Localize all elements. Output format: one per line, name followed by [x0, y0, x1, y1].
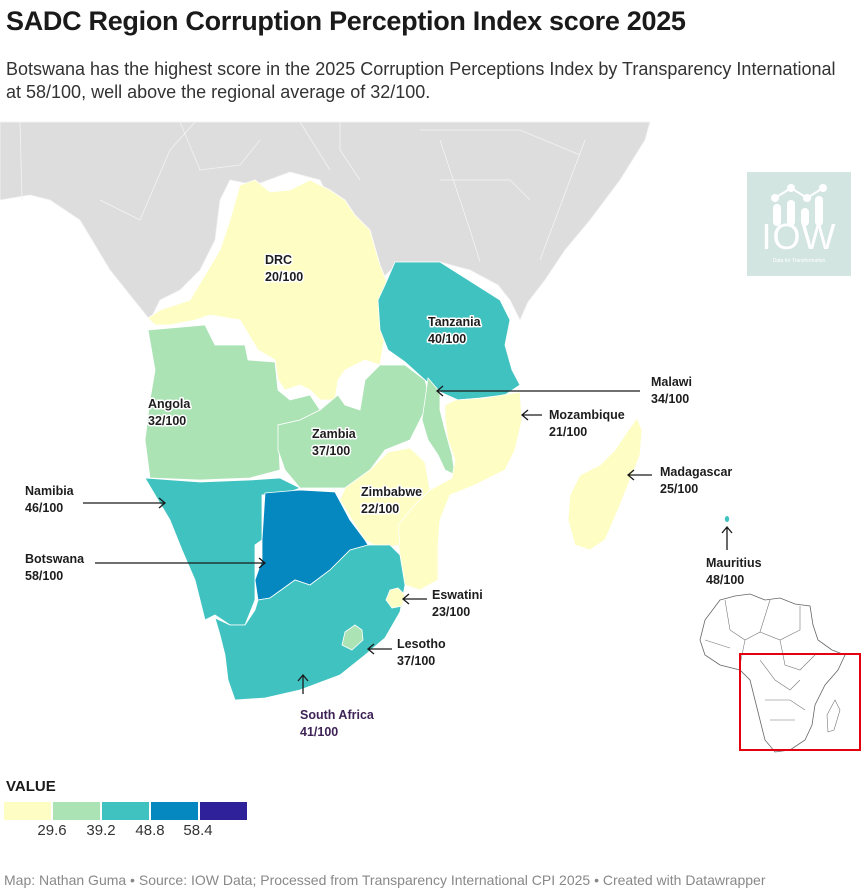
- legend-tick: 39.2: [86, 822, 116, 839]
- label-malawi-name: Malawi: [651, 375, 692, 389]
- arrow-mauritius: [721, 525, 733, 550]
- label-botswana-score: 58/100: [25, 569, 63, 583]
- label-tanzania-name: Tanzania: [428, 315, 482, 329]
- africa-outline: [699, 593, 846, 753]
- label-botswana-name: Botswana: [25, 552, 85, 566]
- label-namibia-score: 46/100: [25, 501, 63, 515]
- arrow-lesotho: [366, 643, 392, 655]
- legend-ticks: 29.6 39.2 48.8 58.4: [0, 822, 300, 842]
- label-namibia-name: Namibia: [25, 484, 75, 498]
- legend-swatch: [102, 802, 149, 820]
- inset-highlight-box: [739, 653, 861, 751]
- country-mozambique[interactable]: [394, 391, 523, 591]
- country-namibia[interactable]: [144, 477, 301, 626]
- label-south-africa-name: South Africa: [300, 708, 375, 722]
- arrow-eswatini: [401, 593, 427, 605]
- legend-swatch: [151, 802, 198, 820]
- label-south-africa-score: 41/100: [300, 725, 338, 739]
- legend-color-scale: [4, 802, 247, 820]
- country-south-africa[interactable]: [214, 544, 406, 701]
- label-angola-name: Angola: [148, 397, 191, 411]
- label-lesotho-name: Lesotho: [397, 637, 446, 651]
- logo-tagline: Data for Transformation: [772, 258, 826, 264]
- label-mauritius-name: Mauritius: [706, 556, 762, 570]
- legend-swatch: [53, 802, 100, 820]
- legend-tick: 48.8: [135, 822, 165, 839]
- label-zimbabwe-name: Zimbabwe: [361, 485, 422, 499]
- label-zambia-score: 37/100: [312, 444, 350, 458]
- choropleth-map: DRC 20/100 Tanzania 40/100 Angola 32/100…: [0, 121, 861, 753]
- border-lines-background: [19, 121, 586, 263]
- label-drc-name: DRC: [265, 253, 292, 267]
- legend-tick: 58.4: [183, 822, 213, 839]
- label-eswatini-name: Eswatini: [432, 588, 483, 602]
- legend-tick: 29.6: [37, 822, 67, 839]
- footer-credits: Map: Nathan Guma • Source: IOW Data; Pro…: [4, 872, 766, 888]
- country-drc[interactable]: [147, 179, 391, 401]
- country-zimbabwe[interactable]: [339, 447, 431, 549]
- label-mozambique-score: 21/100: [549, 425, 587, 439]
- annotation-arrows: [83, 385, 733, 694]
- label-lesotho-score: 37/100: [397, 654, 435, 668]
- label-madagascar-name: Madagascar: [660, 465, 732, 479]
- legend-swatch: [4, 802, 51, 820]
- label-malawi-score: 34/100: [651, 392, 689, 406]
- arrow-mozambique: [520, 409, 542, 421]
- label-eswatini-score: 23/100: [432, 605, 470, 619]
- country-malawi[interactable]: [421, 377, 456, 476]
- country-eswatini[interactable]: [385, 587, 406, 609]
- logo-text: IOW: [761, 216, 837, 257]
- label-mauritius-score: 48/100: [706, 573, 744, 587]
- label-tanzania-score: 40/100: [428, 332, 466, 346]
- chart-subtitle: Botswana has the highest score in the 20…: [6, 59, 836, 102]
- label-angola-score: 32/100: [148, 414, 186, 428]
- label-zimbabwe-score: 22/100: [361, 502, 399, 516]
- country-mauritius[interactable]: [724, 516, 730, 522]
- arrow-namibia: [83, 497, 167, 509]
- arrow-madagascar: [626, 469, 652, 481]
- arrow-south-africa: [297, 673, 309, 694]
- legend-swatch: [200, 802, 247, 820]
- country-lesotho[interactable]: [341, 624, 364, 651]
- label-zambia-name: Zambia: [312, 427, 357, 441]
- bar-line-chart-icon: [771, 184, 827, 226]
- label-madagascar-score: 25/100: [660, 482, 698, 496]
- label-mozambique-name: Mozambique: [549, 408, 625, 422]
- madagascar-inset: [826, 699, 841, 733]
- chart-title: SADC Region Corruption Perception Index …: [6, 6, 686, 36]
- iow-logo: IOW Data for Transformation: [747, 172, 851, 276]
- country-madagascar[interactable]: [567, 417, 643, 551]
- label-drc-score: 20/100: [265, 270, 303, 284]
- africa-borders: [704, 599, 816, 721]
- arrow-malawi: [435, 385, 640, 397]
- africa-inset-map: [699, 593, 861, 753]
- legend-title: VALUE: [6, 778, 56, 795]
- arrow-botswana: [95, 557, 267, 569]
